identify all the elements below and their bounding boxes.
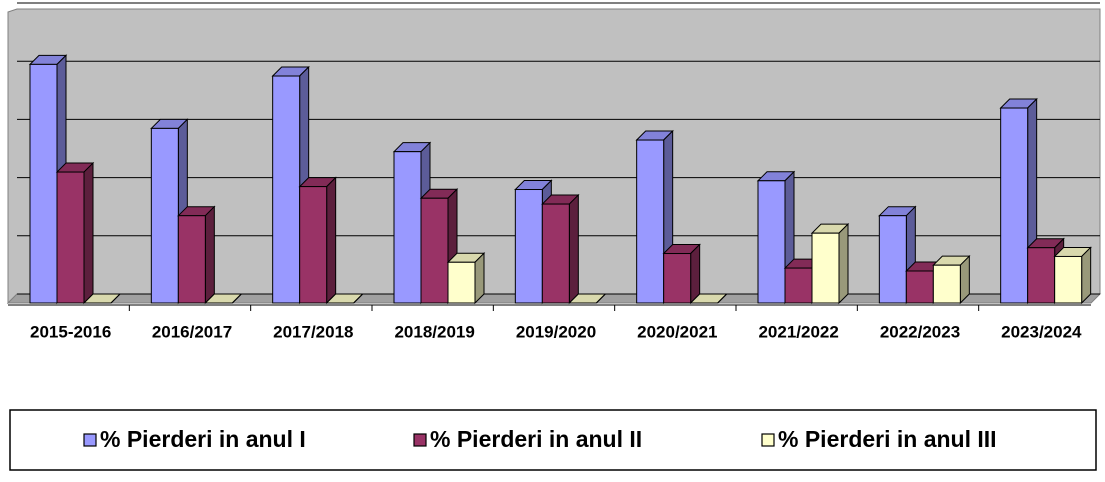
bar-front xyxy=(56,171,85,304)
x-tick-label: 2017/2018 xyxy=(273,322,353,341)
legend-label: % Pierderi in anul II xyxy=(430,426,642,452)
legend-swatch xyxy=(413,433,427,447)
x-tick-label: 2018/2019 xyxy=(394,322,474,341)
legend-swatch xyxy=(83,433,97,447)
bar-front xyxy=(932,264,961,304)
bar-front xyxy=(29,63,58,304)
bar-front xyxy=(878,215,907,304)
legend-swatch xyxy=(761,433,775,447)
bar-side xyxy=(204,205,215,305)
bar-side xyxy=(838,222,849,305)
bar-front xyxy=(811,232,840,304)
bar xyxy=(932,254,971,305)
bar-front xyxy=(514,189,543,304)
bar xyxy=(82,293,122,304)
bar-front xyxy=(150,127,179,304)
legend-label: % Pierderi in anul III xyxy=(778,426,997,452)
bar xyxy=(204,293,243,304)
bar xyxy=(325,293,364,304)
x-tick-label: 2022/2023 xyxy=(880,322,960,341)
x-tick-label: 2015-2016 xyxy=(30,322,111,341)
bar-side xyxy=(568,193,579,305)
bar-front xyxy=(272,75,301,304)
bar-front xyxy=(1027,247,1056,304)
bar-front xyxy=(299,186,328,304)
bar-front xyxy=(447,261,476,304)
bar-side xyxy=(690,243,701,305)
bar-front xyxy=(420,197,449,304)
bar-side xyxy=(326,176,337,305)
bar xyxy=(810,222,850,305)
x-tick-label: 2020/2021 xyxy=(637,322,717,341)
bar-front xyxy=(1054,255,1083,304)
bar-front xyxy=(757,180,786,304)
bar-front xyxy=(177,215,206,304)
x-tick-label: 2019/2020 xyxy=(516,322,596,341)
bar xyxy=(298,176,337,305)
bar xyxy=(689,293,728,304)
bar-side xyxy=(717,293,728,304)
bar-side xyxy=(231,293,242,304)
bar-front xyxy=(1000,107,1029,304)
x-tick-label: 2016/2017 xyxy=(152,322,232,341)
bar-front xyxy=(393,151,422,304)
bar xyxy=(55,161,95,305)
bar-side xyxy=(83,161,94,305)
bar xyxy=(1053,246,1092,305)
legend-box xyxy=(9,409,1097,471)
bar-side xyxy=(353,293,364,304)
bar xyxy=(541,193,580,305)
bar xyxy=(177,205,216,305)
bar-front xyxy=(663,253,692,304)
bar-side xyxy=(1081,246,1092,305)
bar-side xyxy=(474,252,485,305)
legend-label: % Pierderi in anul I xyxy=(100,426,306,452)
bar-front xyxy=(541,203,570,304)
bar xyxy=(568,293,607,304)
bar xyxy=(446,252,486,305)
bar-side xyxy=(110,293,121,304)
bar-side xyxy=(959,254,970,305)
bar xyxy=(662,243,701,305)
bar-side xyxy=(595,293,606,304)
bar-front xyxy=(905,270,934,304)
x-tick-label: 2023/2024 xyxy=(1001,322,1082,341)
bar-front xyxy=(784,267,813,304)
x-tick-label: 2021/2022 xyxy=(758,322,838,341)
bar-front xyxy=(636,139,665,304)
